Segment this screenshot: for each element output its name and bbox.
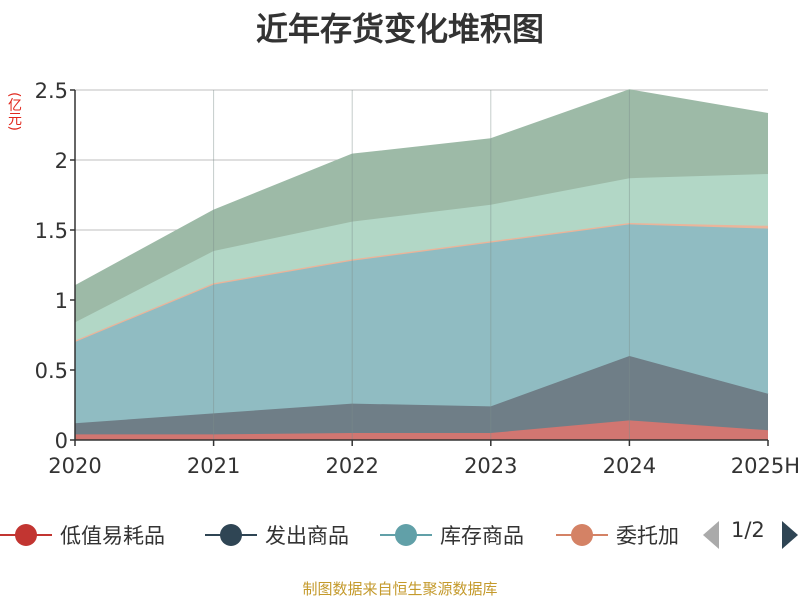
chart-legend: 低值易耗品 发出商品 库存商品 委托加 xyxy=(0,515,800,555)
legend-page-indicator: 1/2 xyxy=(731,518,765,542)
legend-marker-icon xyxy=(0,524,52,546)
area-series-1 xyxy=(75,356,768,435)
legend-label: 低值易耗品 xyxy=(60,524,165,548)
x-tick-label: 2024 xyxy=(603,454,656,478)
legend-label: 委托加 xyxy=(616,524,679,548)
x-tick-label: 2021 xyxy=(187,454,240,478)
legend-label: 库存商品 xyxy=(440,524,524,548)
x-tick-label: 2025H xyxy=(731,454,800,478)
y-tick-label: 2 xyxy=(55,149,68,173)
tick-labels: 0 0.5 1 1.5 2 2.5 2020 2021 2022 2023 2024 2025H xyxy=(35,79,800,478)
legend-prev-page-icon[interactable] xyxy=(702,520,720,550)
x-tick-label: 2022 xyxy=(325,454,378,478)
legend-next-page-icon[interactable] xyxy=(781,520,799,550)
area-series-4 xyxy=(75,174,768,341)
y-axis-unit-label: (亿元) xyxy=(6,92,22,131)
axes xyxy=(70,89,769,446)
x-tick-label: 2023 xyxy=(464,454,517,478)
y-tick-label: 0.5 xyxy=(35,359,68,383)
x-tick-label: 2020 xyxy=(48,454,101,478)
legend-marker-icon xyxy=(380,524,432,546)
area-series-2 xyxy=(75,224,768,424)
stacked-area-chart: 0 0.5 1 1.5 2 2.5 2020 2021 2022 2023 2024 2025H xyxy=(35,79,800,478)
area-series-layer xyxy=(74,89,769,440)
y-tick-label: 1.5 xyxy=(35,219,68,243)
y-tick-label: 0 xyxy=(55,429,68,453)
area-series-5 xyxy=(75,90,768,323)
data-source-note: 制图数据来自恒生聚源数据库 xyxy=(302,580,498,598)
legend-label: 发出商品 xyxy=(265,524,349,548)
y-tick-label: 1 xyxy=(55,289,68,313)
legend-marker-icon xyxy=(556,524,608,546)
chart-title: 近年存货变化堆积图 xyxy=(255,10,544,48)
area-series-0 xyxy=(75,420,768,440)
legend-marker-icon xyxy=(205,524,257,546)
y-tick-label: 2.5 xyxy=(35,79,68,103)
area-series-line-5 xyxy=(74,89,769,287)
